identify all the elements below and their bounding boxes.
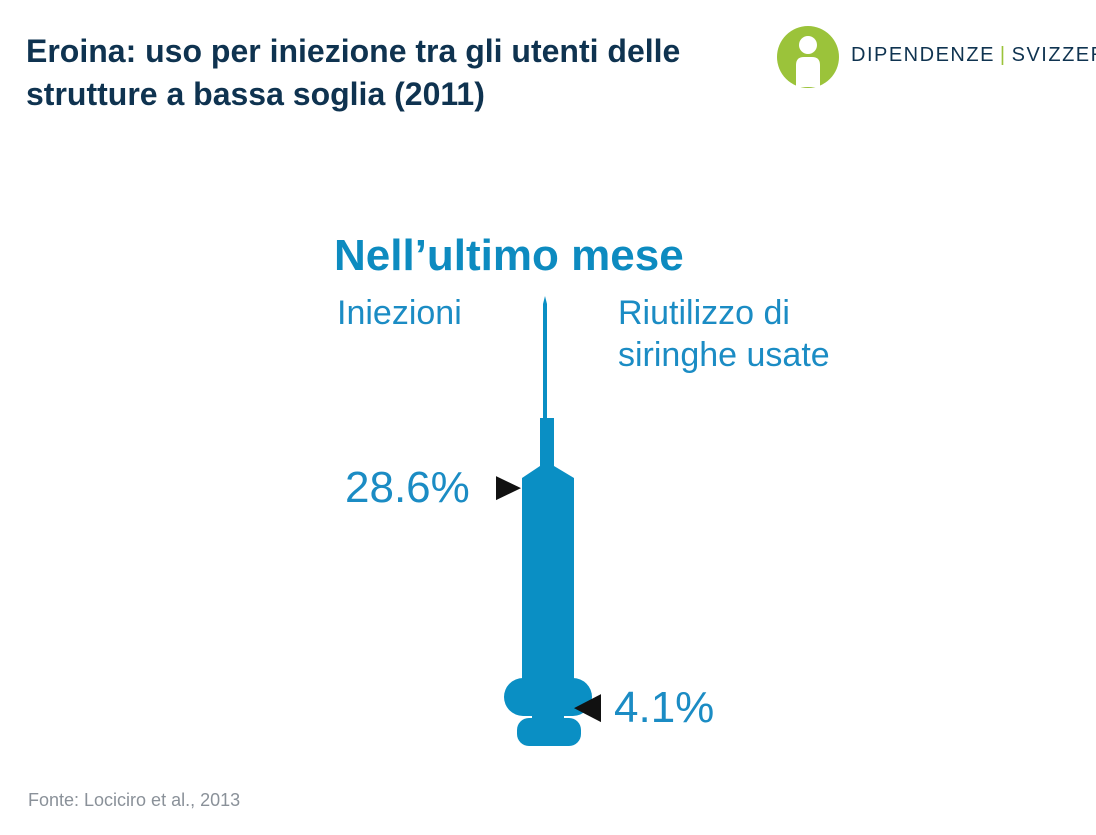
syringe-plunger-neck	[532, 712, 564, 722]
logo-text-part1: DIPENDENZE	[851, 44, 995, 66]
marker-iniezioni	[496, 476, 521, 501]
marker-riutilizzo	[574, 694, 601, 723]
page-title: Eroina: uso per iniezione tra gli utenti…	[26, 33, 681, 112]
logo: DIPENDENZE|SVIZZERA	[776, 25, 1096, 89]
value-label-riutilizzo: 4.1%	[614, 683, 715, 733]
value-label-iniezioni: 28.6%	[345, 463, 470, 513]
syringe-hub	[540, 418, 554, 466]
logo-separator: |	[999, 44, 1007, 66]
syringe-needle	[543, 296, 547, 418]
logo-text-part2: SVIZZERA	[1011, 44, 1096, 66]
syringe-shoulder	[522, 466, 574, 495]
series-label-riutilizzo: Riutilizzo di siringhe usate	[618, 292, 868, 376]
source-note: Fonte: Lociciro et al., 2013	[28, 790, 241, 810]
syringe-icon	[504, 296, 592, 746]
syringe-flange	[504, 678, 592, 716]
series-label-iniezioni: Iniezioni	[337, 294, 462, 332]
syringe-plunger-cap	[517, 718, 581, 746]
syringe-barrel	[522, 495, 574, 680]
logo-text: DIPENDENZE|SVIZZERA	[851, 44, 1096, 67]
chart-subtitle: Nell’ultimo mese	[334, 231, 684, 280]
dipendenze-logo-icon	[777, 26, 839, 88]
series-label-riutilizzo-text: Riutilizzo di siringhe usate	[618, 294, 830, 374]
